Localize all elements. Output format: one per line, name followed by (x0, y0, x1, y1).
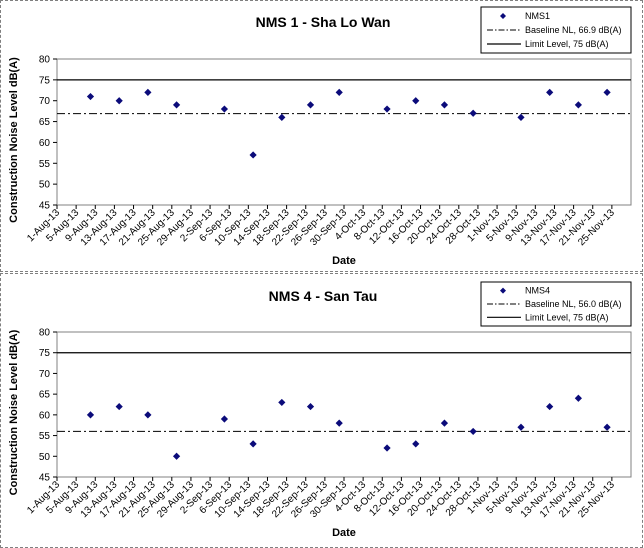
data-point (546, 88, 554, 96)
chart-title: NMS 4 - San Tau (269, 288, 378, 304)
y-tick-label: 80 (39, 55, 51, 66)
data-point (220, 105, 229, 113)
legend-marker-series (500, 13, 506, 19)
data-point (469, 427, 477, 436)
y-tick-label: 60 (39, 410, 51, 421)
y-tick-label: 70 (39, 369, 51, 380)
legend-marker-series (500, 287, 506, 294)
chart-title: NMS 1 - Sha Lo Wan (256, 14, 391, 30)
data-point (412, 97, 420, 105)
data-point (249, 151, 257, 159)
data-point (220, 415, 229, 423)
y-tick-label: 55 (39, 431, 51, 442)
y-tick-label: 60 (39, 138, 51, 149)
legend-label-series: NMS4 (525, 286, 550, 296)
plot-area (56, 58, 632, 206)
data-point (574, 101, 582, 109)
plot-area (56, 331, 632, 478)
chart-panel-nms1: NMS 1 - Sha Lo Wan 45 50 55 60 65 70 75 80 1-Aug-… (0, 0, 643, 272)
y-tick-label: 55 (39, 159, 51, 170)
y-tick-label: 45 (39, 201, 51, 212)
y-tick-label: 65 (39, 117, 51, 128)
data-point (517, 423, 525, 431)
data-point (335, 88, 343, 96)
legend-box (480, 6, 632, 54)
data-point (383, 444, 391, 452)
y-tick-label: 70 (39, 96, 51, 107)
chart-nms1: NMS 1 - Sha Lo Wan45505560657075801-Aug-… (8, 6, 632, 267)
y-tick-label: 75 (39, 348, 51, 359)
chart-panel-nms4: NMS 4 - San Tau 45 50 55 60 65 70 75 80 1-Aug-13 5… (0, 273, 643, 548)
data-point (144, 88, 152, 96)
y-tick-label: 65 (39, 390, 51, 401)
data-point (603, 88, 611, 96)
legend-label-series: NMS1 (525, 11, 550, 21)
y-tick-label: 80 (39, 328, 51, 339)
y-tick-label: 45 (39, 473, 51, 484)
y-tick-label: 75 (39, 75, 51, 86)
data-point (278, 113, 286, 121)
data-point (469, 109, 477, 117)
legend-label-baseline: Baseline NL, 56.0 dB(A) (525, 299, 622, 309)
legend-label-limit: Limit Level, 75 dB(A) (525, 312, 609, 322)
data-point (517, 113, 525, 121)
data-point (306, 101, 315, 109)
data-point (383, 105, 391, 113)
y-axis-label: Construction Noise Level dB(A) (8, 329, 20, 495)
data-point (574, 394, 582, 402)
legend-label-limit: Limit Level, 75 dB(A) (525, 39, 609, 49)
legend-box (480, 281, 632, 327)
y-tick-label: 50 (39, 180, 51, 191)
data-point (172, 452, 181, 460)
data-point (440, 101, 449, 109)
x-axis-label: Date (332, 527, 356, 539)
data-point (115, 97, 123, 105)
legend-label-baseline: Baseline NL, 66.9 dB(A) (525, 25, 622, 35)
y-tick-label: 50 (39, 452, 51, 463)
data-point (86, 92, 95, 101)
data-point (603, 423, 611, 431)
y-axis-label: Construction Noise Level dB(A) (8, 57, 20, 223)
chart-nms4: NMS 4 - San Tau45505560657075801-Aug-135… (8, 281, 632, 539)
x-axis-label: Date (332, 255, 356, 267)
data-point (172, 101, 181, 109)
